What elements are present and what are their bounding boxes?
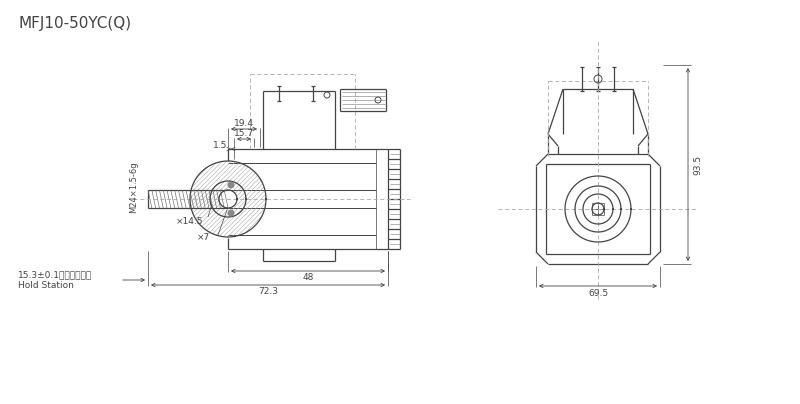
Text: Hold Station: Hold Station [18, 280, 74, 290]
Text: 72.3: 72.3 [258, 286, 278, 295]
Text: 15.7: 15.7 [234, 130, 254, 139]
Text: 19.4: 19.4 [234, 118, 254, 128]
Text: ×14.5: ×14.5 [176, 217, 204, 225]
Circle shape [228, 210, 234, 216]
Text: 1.5: 1.5 [213, 141, 227, 149]
Text: 48: 48 [302, 273, 314, 282]
Text: ×7: ×7 [196, 232, 210, 242]
Text: 93.5: 93.5 [694, 154, 702, 175]
Circle shape [228, 182, 234, 188]
Text: 69.5: 69.5 [588, 288, 608, 297]
Text: 15.3±0.1（吸合位置）: 15.3±0.1（吸合位置） [18, 271, 92, 280]
Text: MFJ10-50YC(Q): MFJ10-50YC(Q) [18, 16, 131, 31]
Text: M24×1.5-6g: M24×1.5-6g [130, 161, 138, 213]
